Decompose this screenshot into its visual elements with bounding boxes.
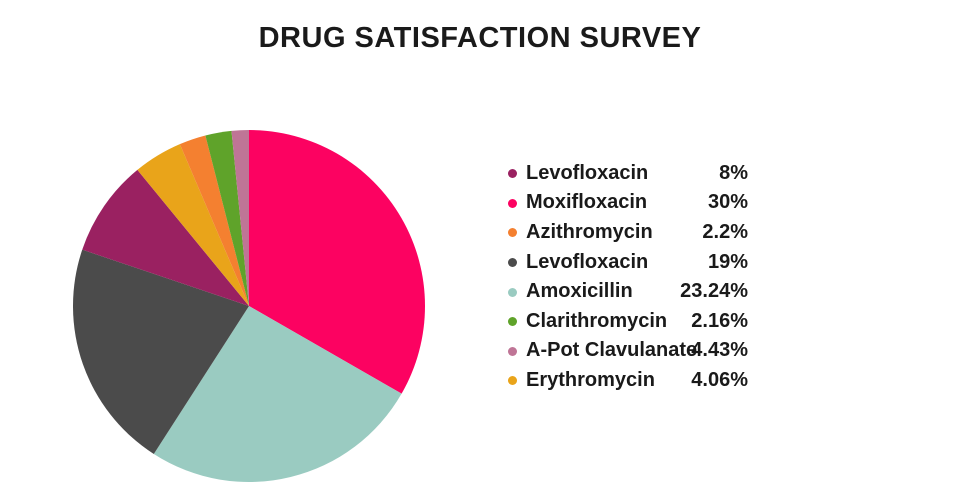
legend-value: 4.43% bbox=[691, 339, 748, 362]
legend-value: 19% bbox=[707, 250, 748, 273]
legend-value: 4.06% bbox=[691, 368, 748, 391]
pie-slice-azithromycin[interactable] bbox=[179, 135, 249, 306]
legend-label: Azithromycin bbox=[526, 221, 653, 244]
pie-slice-moxifloxacin[interactable] bbox=[249, 130, 425, 394]
legend-value: 8% bbox=[719, 161, 748, 184]
legend-marker-dot bbox=[508, 198, 517, 208]
pie-slice-levofloxacin-8[interactable] bbox=[82, 169, 249, 306]
pie-chart-svg bbox=[73, 130, 425, 482]
legend-marker-dot bbox=[508, 258, 517, 268]
pie-slice-levofloxacin-19[interactable] bbox=[73, 249, 249, 455]
legend-label: Amoxicillin bbox=[526, 280, 633, 303]
legend-item-erythromycin[interactable]: Erythromycin 4.06% bbox=[508, 366, 748, 396]
legend-label: Clarithromycin bbox=[526, 309, 668, 332]
legend-marker-dot bbox=[508, 169, 517, 179]
legend-value: 30% bbox=[707, 191, 748, 214]
legend-value: 2.2% bbox=[702, 221, 748, 244]
pie-chart bbox=[73, 130, 425, 482]
legend-item-clarithromycin[interactable]: Clarithromycin 2.16% bbox=[508, 307, 748, 337]
legend-label: Moxifloxacin bbox=[526, 191, 648, 214]
legend-value: 23.24% bbox=[680, 280, 748, 303]
legend-label: Levofloxacin bbox=[526, 250, 649, 273]
legend: Levofloxacin 8% Moxifloxacin 30% Azithromyci… bbox=[508, 159, 748, 396]
legend-item-amoxicillin[interactable]: Amoxicillin 23.24% bbox=[508, 277, 748, 307]
legend-label: A-Pot Clavulanate bbox=[526, 339, 698, 362]
legend-item-levofloxacin[interactable]: Levofloxacin 19% bbox=[508, 248, 748, 278]
legend-marker-dot bbox=[508, 346, 517, 356]
legend-item-levofloxacin[interactable]: Levofloxacin 8% bbox=[508, 159, 748, 189]
legend-item-moxifloxacin[interactable]: Moxifloxacin 30% bbox=[508, 189, 748, 219]
chart-title: DRUG SATISFACTION SURVEY bbox=[258, 22, 702, 54]
pie-slice-erythromycin[interactable] bbox=[137, 144, 249, 306]
legend-marker-dot bbox=[508, 376, 517, 386]
legend-label: Levofloxacin bbox=[526, 161, 649, 184]
pie-slice-clarithromycin[interactable] bbox=[205, 130, 249, 306]
legend-marker-dot bbox=[508, 287, 517, 297]
legend-label: Erythromycin bbox=[526, 368, 655, 391]
pie-slice-amoxicillin[interactable] bbox=[153, 306, 402, 482]
legend-marker-dot bbox=[508, 228, 517, 238]
pie-slice-a-pot-clavulanate[interactable] bbox=[231, 130, 249, 306]
legend-marker-dot bbox=[508, 317, 517, 327]
legend-item-a-pot-clavulanate[interactable]: A-Pot Clavulanate 4.43% bbox=[508, 337, 748, 367]
legend-item-azithromycin[interactable]: Azithromycin 2.2% bbox=[508, 218, 748, 248]
legend-value: 2.16% bbox=[691, 309, 748, 332]
